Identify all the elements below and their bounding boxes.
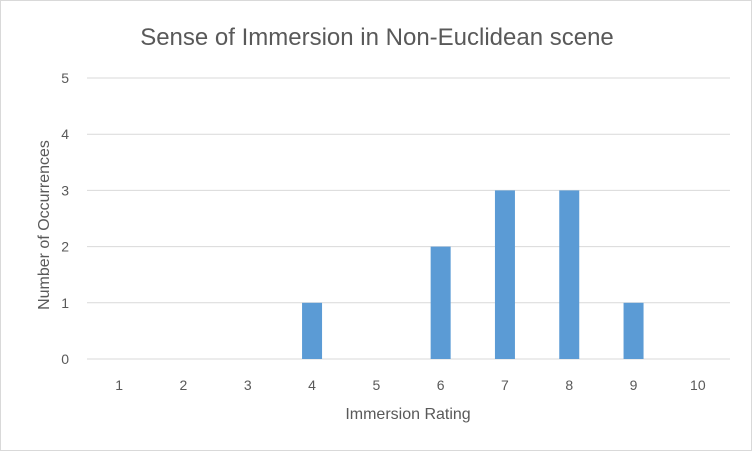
gridlines	[87, 77, 730, 360]
bar-9	[623, 302, 644, 359]
y-tick-label: 5	[61, 70, 69, 86]
chart-title: Sense of Immersion in Non-Euclidean scen…	[140, 24, 614, 51]
x-tick-label: 7	[501, 377, 509, 393]
x-tick-label: 4	[308, 377, 316, 393]
bars	[302, 190, 644, 359]
y-tick-label: 4	[61, 126, 69, 142]
x-tick-label: 2	[180, 377, 188, 393]
x-tick-label: 6	[437, 377, 445, 393]
y-tick-label: 0	[61, 351, 69, 367]
x-tick-label: 9	[630, 377, 638, 393]
y-axis-label: Number of Occurrences	[36, 140, 53, 310]
x-tick-label: 5	[372, 377, 380, 393]
x-tick-label: 1	[115, 377, 123, 393]
x-tick-label: 10	[690, 377, 706, 393]
bar-4	[302, 302, 323, 359]
x-axis-label: Immersion Rating	[345, 406, 470, 423]
y-axis-ticks: 0 1 2 3 4 5	[61, 70, 69, 367]
y-tick-label: 1	[61, 295, 69, 311]
y-tick-label: 2	[61, 239, 69, 255]
x-tick-label: 8	[565, 377, 573, 393]
bar-7	[494, 190, 515, 359]
y-tick-label: 3	[61, 182, 69, 198]
bar-8	[559, 190, 580, 359]
x-axis-ticks: 1 2 3 4 5 6 7 8 9 10	[115, 377, 706, 393]
x-tick-label: 3	[244, 377, 252, 393]
bar-6	[430, 246, 451, 359]
